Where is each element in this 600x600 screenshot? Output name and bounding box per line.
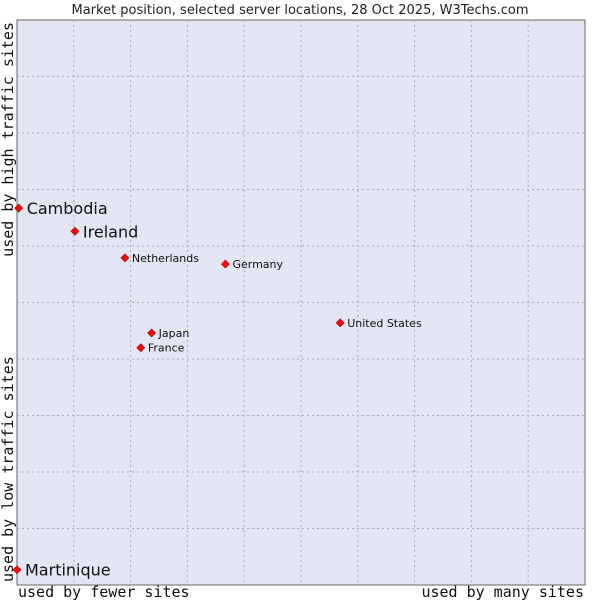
x-axis-label-right: used by many sites xyxy=(421,583,584,600)
point-marker-ireland xyxy=(70,226,80,236)
x-axis-label-left: used by fewer sites xyxy=(18,583,190,600)
point-label-netherlands: Netherlands xyxy=(132,252,199,265)
point-label-germany: Germany xyxy=(232,258,283,271)
chart-title: Market position, selected server locatio… xyxy=(71,3,528,18)
y-axis-label-bottom: used by low traffic sites xyxy=(0,356,17,582)
point-label-martinique: Martinique xyxy=(25,561,111,580)
point-label-japan: Japan xyxy=(158,327,190,340)
point-marker-united-states xyxy=(335,318,345,328)
point-marker-netherlands xyxy=(120,253,130,263)
y-axis-label-top: used by high traffic sites xyxy=(0,22,17,257)
point-marker-cambodia xyxy=(14,203,24,213)
data-points: Cambodia Ireland Netherlands Germany United … xyxy=(12,199,422,580)
grid-lines xyxy=(17,20,585,585)
point-marker-france xyxy=(136,343,146,353)
point-label-france: France xyxy=(148,342,185,355)
point-marker-japan xyxy=(147,328,157,338)
point-label-cambodia: Cambodia xyxy=(27,199,108,218)
point-marker-germany xyxy=(221,259,230,269)
point-marker-martinique xyxy=(12,565,22,575)
point-label-ireland: Ireland xyxy=(83,222,138,241)
point-label-united-states: United States xyxy=(347,317,422,330)
